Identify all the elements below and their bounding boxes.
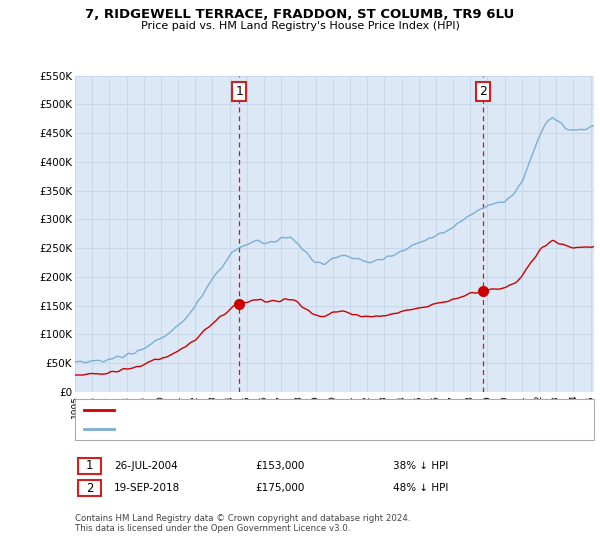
Text: Contains HM Land Registry data © Crown copyright and database right 2024.
This d: Contains HM Land Registry data © Crown c… (75, 514, 410, 534)
Text: 7, RIDGEWELL TERRACE, FRADDON, ST COLUMB, TR9 6LU: 7, RIDGEWELL TERRACE, FRADDON, ST COLUMB… (85, 8, 515, 21)
Text: 2: 2 (86, 482, 93, 495)
Text: £153,000: £153,000 (255, 461, 304, 471)
Text: 1: 1 (235, 85, 243, 98)
Text: 26-JUL-2004: 26-JUL-2004 (114, 461, 178, 471)
Text: 1: 1 (86, 459, 93, 473)
Text: 38% ↓ HPI: 38% ↓ HPI (393, 461, 448, 471)
Text: Price paid vs. HM Land Registry's House Price Index (HPI): Price paid vs. HM Land Registry's House … (140, 21, 460, 31)
Text: 7, RIDGEWELL TERRACE, FRADDON, ST COLUMB, TR9 6LU (detached house): 7, RIDGEWELL TERRACE, FRADDON, ST COLUMB… (120, 405, 492, 415)
Text: £175,000: £175,000 (255, 483, 304, 493)
Text: 2: 2 (479, 85, 487, 98)
Text: 48% ↓ HPI: 48% ↓ HPI (393, 483, 448, 493)
Text: HPI: Average price, detached house, Cornwall: HPI: Average price, detached house, Corn… (120, 424, 343, 433)
Text: 19-SEP-2018: 19-SEP-2018 (114, 483, 180, 493)
